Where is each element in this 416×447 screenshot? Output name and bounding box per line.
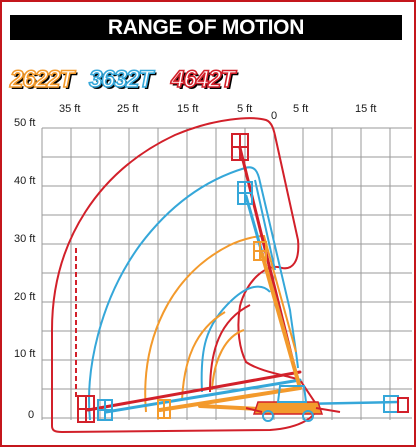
platform-3632t-low [97, 399, 113, 421]
envelope-4642t [51, 117, 318, 434]
boom-arms [86, 146, 400, 414]
y-tick-label: 10 ft [14, 348, 35, 360]
platform-4642t-low [77, 395, 95, 423]
y-tick-label: 0 [28, 409, 34, 421]
platform-2622t-top [253, 241, 267, 261]
y-tick-label: 40 ft [14, 175, 35, 187]
envelope-2622t [144, 234, 297, 413]
platform-3632t-top [237, 181, 253, 205]
machine-base [245, 385, 341, 422]
legend-3632t: 3632T [88, 65, 154, 94]
platform-4642t-right [397, 397, 409, 413]
diagram-title: RANGE OF MOTION [10, 15, 402, 40]
grid [41, 127, 412, 420]
y-axis-labels: 50 ft 40 ft 30 ft 20 ft 10 ft 0 [14, 117, 35, 421]
x-tick-label: 15 ft [177, 103, 198, 115]
y-tick-label: 20 ft [14, 291, 35, 303]
legend-2622t: 2622T [9, 65, 75, 94]
x-tick-label: 25 ft [117, 103, 138, 115]
x-tick-label: 5 ft [237, 103, 252, 115]
legend-4642t: 4642T [170, 65, 236, 94]
x-tick-label: 35 ft [59, 103, 80, 115]
x-tick-label: 15 ft [355, 103, 376, 115]
platform-2622t-low [157, 399, 171, 419]
platform-4642t-top [231, 133, 249, 161]
y-tick-label: 30 ft [14, 233, 35, 245]
envelope-3632t [88, 166, 299, 421]
x-tick-label: 5 ft [293, 103, 308, 115]
x-axis-labels: 35 ft 25 ft 15 ft 5 ft 0 5 ft 15 ft [59, 103, 376, 122]
x-tick-origin: 0 [271, 110, 277, 122]
platform-3632t-right [383, 395, 399, 413]
y-tick-label: 50 ft [14, 117, 35, 129]
